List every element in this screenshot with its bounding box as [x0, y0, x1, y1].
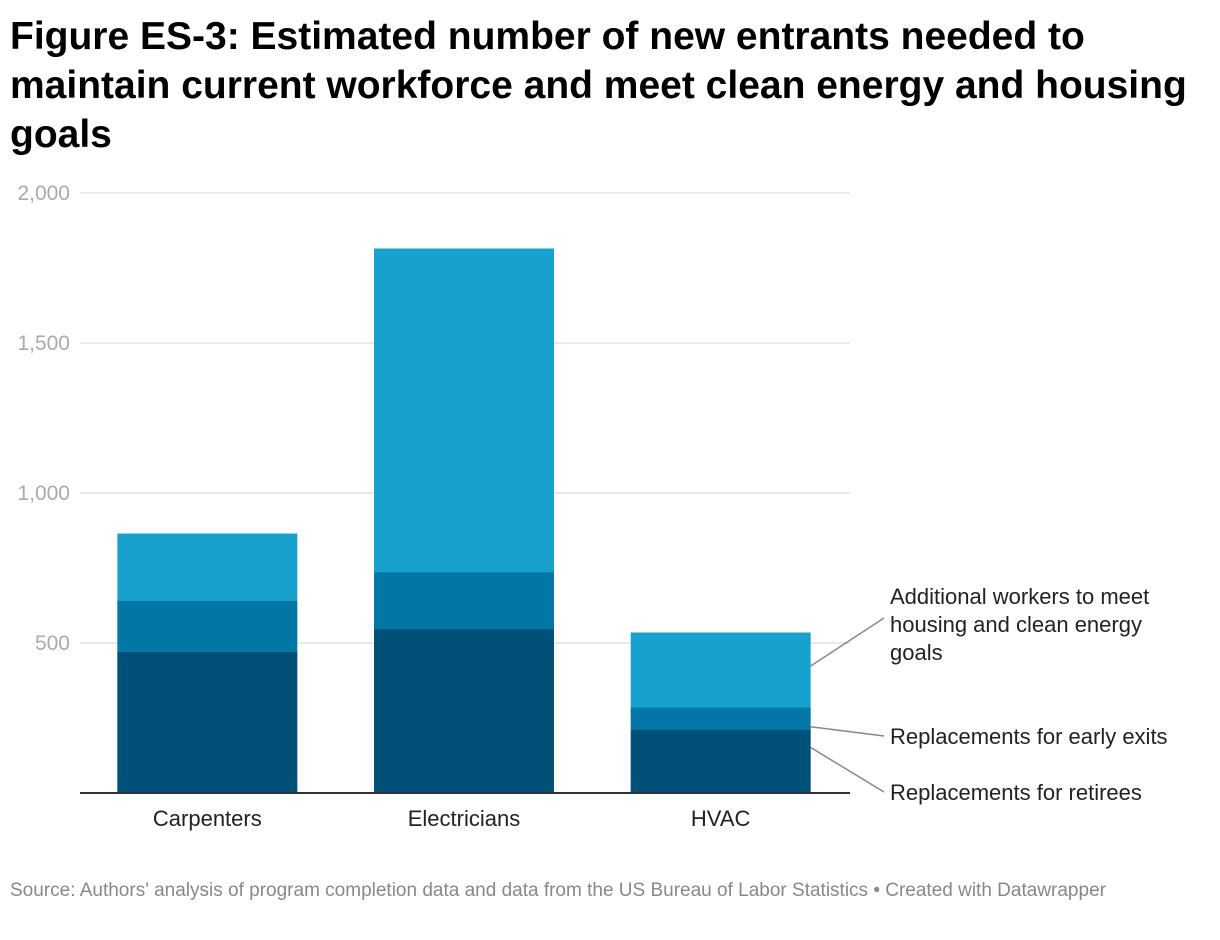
annotation-label-1: Replacements for retirees	[890, 780, 1142, 805]
annotation-1: Replacements for retirees	[810, 746, 1142, 805]
bar-group-electricians	[374, 248, 554, 793]
bar-electricians-series-3	[374, 248, 554, 573]
bar-carpenters-series-1	[117, 652, 298, 793]
bar-hvac-series-3	[630, 632, 811, 708]
bar-carpenters-series-3	[117, 533, 298, 601]
annotation-2: Replacements for early exits	[810, 724, 1168, 749]
y-axis-labels: 500 1,000 1,500 2,000	[17, 182, 70, 655]
annotation-label-2: Replacements for early exits	[890, 724, 1168, 749]
stacked-bar-chart: 500 1,000 1,500 2,000 Carpenters Electrician…	[17, 182, 1168, 831]
y-tick-label-2000: 2,000	[17, 182, 70, 205]
annotation-label-3: Additional workers to meet housing and cl…	[890, 584, 1149, 665]
bars	[117, 248, 811, 793]
annotation-leader-line-3	[810, 617, 885, 667]
bar-hvac-series-2	[630, 707, 811, 730]
x-tick-label-electricians: Electricians	[408, 806, 520, 831]
bar-electricians-series-2	[374, 572, 554, 630]
annotation-leader-line-1	[810, 746, 885, 793]
bar-hvac-series-1	[630, 730, 811, 793]
source-note: Source: Authors' analysis of program com…	[10, 880, 1106, 901]
y-tick-label-1500: 1,500	[17, 332, 70, 355]
chart-title: Figure ES-3: Estimated number of new ent…	[10, 15, 1187, 156]
series-annotations: Additional workers to meet housing and cl…	[810, 584, 1168, 805]
x-tick-label-carpenters: Carpenters	[153, 806, 262, 831]
bar-group-hvac	[630, 632, 811, 793]
bar-carpenters-series-2	[117, 601, 298, 652]
x-axis-labels: Carpenters Electricians HVAC	[153, 806, 751, 831]
annotation-leader-line-2	[810, 726, 885, 737]
y-tick-label-500: 500	[35, 632, 70, 655]
bar-group-carpenters	[117, 533, 298, 793]
bar-electricians-series-1	[374, 629, 554, 793]
annotation-3: Additional workers to meet housing and cl…	[810, 584, 1149, 667]
x-tick-label-hvac: HVAC	[691, 806, 751, 831]
y-tick-label-1000: 1,000	[17, 482, 70, 505]
